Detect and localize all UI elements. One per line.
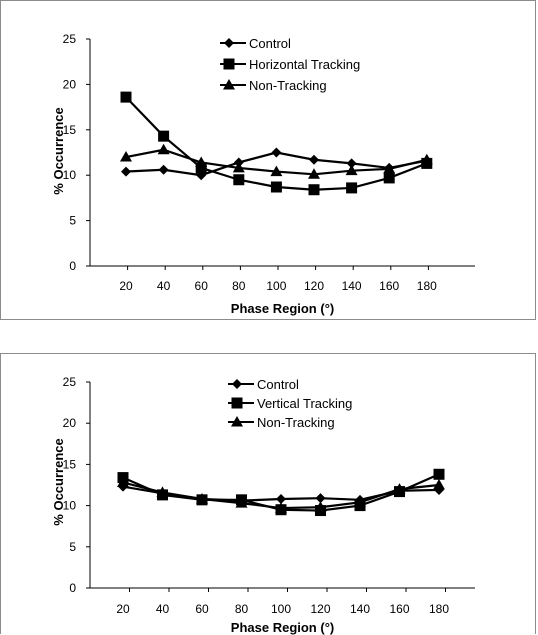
y-tick-label: 15 <box>63 123 77 137</box>
data-point-square <box>433 468 445 480</box>
data-point-triangle <box>195 156 208 167</box>
data-point-triangle <box>308 168 320 179</box>
data-point-triangle <box>420 153 433 165</box>
legend-label: Non-Tracking <box>257 415 335 430</box>
x-axis-title: Phase Region (°) <box>231 301 334 316</box>
data-point-diamond <box>309 154 319 165</box>
y-tick-label: 10 <box>63 168 77 182</box>
data-point-diamond <box>271 147 282 158</box>
x-tick-label: 40 <box>156 602 170 616</box>
line-chart-horizontal: 0 5 10 15 20 25 20 40 60 80 100 120 140 160 180 % Occur… <box>51 32 475 316</box>
y-axis-title: % Occurrence <box>51 107 66 194</box>
legend-marker-square <box>231 397 243 409</box>
x-tick-label: 120 <box>310 602 330 616</box>
legend-marker-diamond <box>232 379 242 389</box>
x-tick-label: 60 <box>195 602 209 616</box>
legend-label: Control <box>249 36 291 51</box>
data-point-triangle <box>117 476 129 488</box>
legend-label: Control <box>257 377 299 392</box>
legend-label: Vertical Tracking <box>257 396 352 411</box>
data-point-square <box>346 182 358 194</box>
data-point-square <box>233 174 245 186</box>
data-point-square <box>120 91 132 103</box>
data-point-triangle <box>275 502 287 513</box>
y-tick-label: 15 <box>63 457 77 471</box>
y-tick-label: 5 <box>69 540 76 554</box>
legend-marker-triangle <box>231 416 243 427</box>
data-point-triangle <box>433 479 445 490</box>
legend-marker-triangle <box>223 79 235 90</box>
data-point-diamond <box>121 166 131 177</box>
data-point-triangle <box>354 496 366 507</box>
data-point-triangle <box>235 497 248 508</box>
data-point-triangle <box>345 164 358 176</box>
data-point-triangle <box>270 165 283 177</box>
data-point-diamond <box>276 494 286 505</box>
data-point-triangle <box>383 162 396 174</box>
data-point-triangle <box>393 483 406 494</box>
x-tick-label: 40 <box>157 279 171 293</box>
data-point-triangle <box>120 151 132 162</box>
x-tick-label: 80 <box>235 602 249 616</box>
data-point-square <box>195 162 207 174</box>
chart-panel-bottom: 0 5 10 15 20 25 20 40 60 80 100 120 140 160 180 % Occur… <box>0 353 536 635</box>
legend-marker-diamond <box>224 38 234 48</box>
data-point-square <box>383 172 395 184</box>
y-tick-label: 25 <box>63 32 77 46</box>
y-tick-label: 20 <box>63 416 77 430</box>
data-point-triangle <box>232 161 245 173</box>
data-point-triangle <box>157 143 170 155</box>
x-tick-label: 160 <box>389 602 409 616</box>
y-tick-label: 10 <box>63 499 77 513</box>
y-tick-label: 25 <box>63 375 77 389</box>
x-tick-label: 120 <box>304 279 324 293</box>
x-tick-label: 60 <box>195 279 209 293</box>
data-point-square <box>158 130 170 142</box>
legend-label: Non-Tracking <box>249 78 327 93</box>
legend-marker-square <box>223 58 235 70</box>
y-axis-title: % Occurrence <box>51 438 66 525</box>
data-point-square <box>270 181 282 193</box>
data-point-diamond <box>346 158 357 169</box>
data-point-triangle <box>314 501 327 512</box>
x-axis-title: Phase Region (°) <box>231 620 334 635</box>
data-point-triangle <box>156 486 169 497</box>
y-tick-label: 0 <box>69 259 76 273</box>
x-tick-label: 180 <box>429 602 449 616</box>
x-tick-label: 80 <box>232 279 246 293</box>
data-point-diamond <box>158 164 169 175</box>
x-tick-label: 180 <box>417 279 437 293</box>
chart-panel-top: 0 5 10 15 20 25 20 40 60 80 100 120 140 160 180 % Occur… <box>0 0 536 320</box>
y-tick-label: 5 <box>69 214 76 228</box>
x-tick-label: 20 <box>116 602 130 616</box>
legend-label: Horizontal Tracking <box>249 57 360 72</box>
data-point-square <box>308 184 320 196</box>
x-tick-label: 160 <box>379 279 399 293</box>
y-tick-label: 20 <box>63 77 77 91</box>
data-point-diamond <box>315 493 326 504</box>
x-tick-label: 100 <box>266 279 286 293</box>
y-tick-label: 0 <box>69 581 76 595</box>
data-point-triangle <box>196 493 208 504</box>
x-tick-label: 140 <box>350 602 370 616</box>
line-chart-vertical: 0 5 10 15 20 25 20 40 60 80 100 120 140 160 180 % Occur… <box>51 375 475 635</box>
x-tick-label: 140 <box>342 279 362 293</box>
x-tick-label: 100 <box>271 602 291 616</box>
x-tick-label: 20 <box>119 279 133 293</box>
